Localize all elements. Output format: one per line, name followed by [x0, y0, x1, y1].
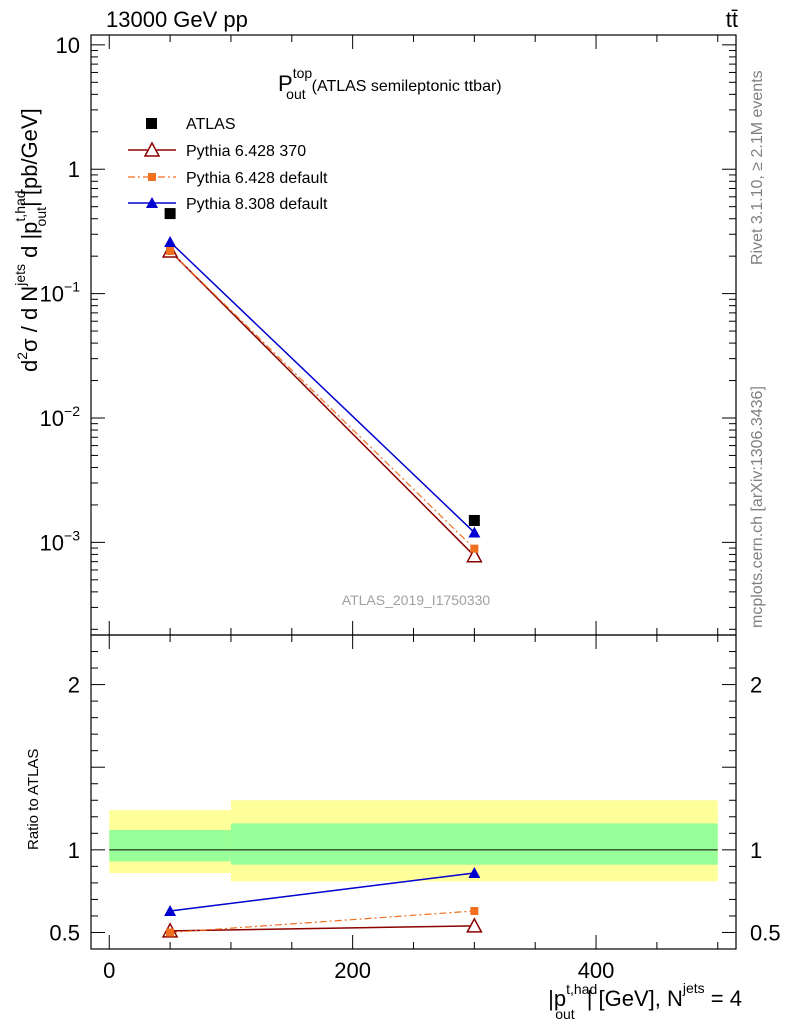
ratio-panel: 2 2 1 1 0.5 0.5 0 200 400 Ratio to ATLAS |pt,ha…: [25, 634, 781, 1022]
y-tick-label: 10−2: [40, 403, 81, 431]
x-tick-label: 0: [103, 958, 115, 983]
legend-label-pythia8-default: Pythia 8.308 default: [186, 196, 328, 213]
y-tick-label: 1: [68, 157, 80, 182]
mcplots-label: mcplots.cern.ch [arXiv:1306.3436]: [749, 386, 766, 628]
title-sup: top: [293, 65, 313, 81]
y-tick-label: 10: [56, 33, 80, 58]
data-point: [470, 544, 479, 553]
data-point: [468, 526, 481, 538]
series-line: [169, 250, 475, 557]
y-tick-label: 1: [68, 838, 80, 863]
series-line: [170, 910, 475, 934]
x-axis-label: |pt,had out| [GeV], Njets = 4: [548, 980, 742, 1022]
data-point: [166, 928, 175, 937]
uncertainty-band-inner: [230, 823, 718, 865]
y-tick-label: 10−1: [40, 279, 81, 307]
data-point: [164, 208, 176, 220]
y-tick-label: 2: [68, 673, 80, 698]
y-tick-label: 10−3: [40, 527, 81, 555]
y-tick-label: 0.5: [49, 920, 80, 945]
series-line: [170, 925, 475, 932]
legend-marker-pythia6-default: [148, 173, 156, 181]
legend-item-pythia8-default: Pythia 8.308 default: [128, 196, 328, 213]
process-label: tt̄: [726, 7, 738, 32]
series-line: [169, 241, 475, 534]
data-point: [468, 866, 481, 878]
ratio-uncertainty-bands: [109, 800, 718, 882]
x-tick-label: 400: [578, 958, 615, 983]
data-point: [466, 547, 483, 563]
y-tick-label-right: 1: [750, 838, 762, 863]
data-point: [164, 904, 177, 916]
main-series: [161, 208, 483, 563]
y-tick-label-right: 2: [750, 673, 762, 698]
title-main: P: [278, 71, 293, 96]
legend-label-pythia6-370: Pythia 6.428 370: [186, 143, 306, 160]
legend-marker-atlas: [146, 118, 157, 129]
legend-label-pythia6-default: Pythia 6.428 default: [186, 170, 328, 187]
series-line: [169, 250, 475, 550]
main-ticks: [91, 35, 736, 635]
legend-item-atlas: ATLAS: [146, 116, 236, 133]
title-sub: out: [286, 86, 306, 102]
legend-marker-pythia8-default: [146, 197, 158, 208]
ratio-ticks: [91, 635, 736, 949]
data-point: [468, 514, 480, 526]
title-rest: (ATLAS semileptonic ttbar): [312, 78, 502, 95]
data-point: [470, 906, 479, 915]
uncertainty-band-inner: [109, 830, 231, 862]
analysis-label: ATLAS_2019_I1750330: [342, 592, 491, 608]
x-tick-labels: 0 200 400: [103, 958, 614, 983]
ratio-frame: [90, 634, 737, 950]
data-point: [164, 235, 177, 247]
legend-marker-pythia6-370: [143, 141, 161, 157]
y-tick-label-right: 0.5: [750, 920, 781, 945]
legend-label-atlas: ATLAS: [186, 116, 236, 133]
rivet-label: Rivet 3.1.10, ≥ 2.1M events: [749, 70, 766, 265]
ratio-y-axis-label: Ratio to ATLAS: [25, 749, 42, 850]
chart-title: Ptop out (ATLAS semileptonic ttbar): [278, 65, 502, 102]
data-point: [166, 247, 175, 256]
main-panel: 10 1 10−1 10−2 10−3 Ptop out (ATLAS semilepton…: [12, 33, 737, 636]
x-tick-label: 200: [334, 958, 371, 983]
ratio-series: [161, 866, 483, 938]
ratio-y-tick-labels: 2 2 1 1 0.5 0.5: [49, 673, 780, 946]
data-point: [466, 917, 483, 933]
legend-item-pythia6-370: Pythia 6.428 370: [128, 141, 306, 160]
legend-item-pythia6-default: Pythia 6.428 default: [128, 170, 328, 187]
energy-label: 13000 GeV pp: [106, 7, 248, 32]
legend: ATLAS Pythia 6.428 370 Pythia 6.428 defa…: [128, 116, 328, 213]
main-y-axis-label: d2σ / d Njets d |pt,had out| [pb/GeV]: [12, 108, 49, 372]
series-line: [170, 872, 475, 912]
main-y-tick-labels: 10 1 10−1 10−2 10−3: [40, 33, 81, 556]
